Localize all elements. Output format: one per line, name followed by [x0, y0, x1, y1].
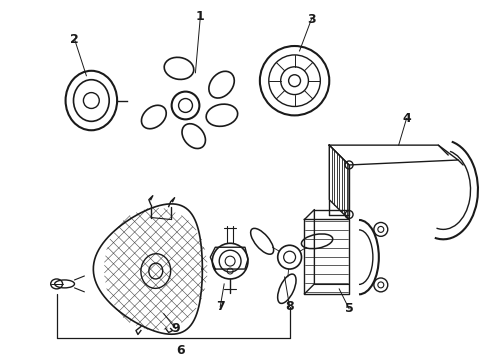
Text: 9: 9 — [172, 322, 180, 335]
Text: 2: 2 — [70, 32, 79, 46]
Text: 1: 1 — [196, 10, 205, 23]
Text: 7: 7 — [216, 300, 224, 313]
Text: 8: 8 — [285, 300, 294, 313]
Text: 4: 4 — [402, 112, 411, 125]
Text: 5: 5 — [345, 302, 353, 315]
Text: 6: 6 — [176, 344, 185, 357]
Text: 3: 3 — [307, 13, 316, 26]
